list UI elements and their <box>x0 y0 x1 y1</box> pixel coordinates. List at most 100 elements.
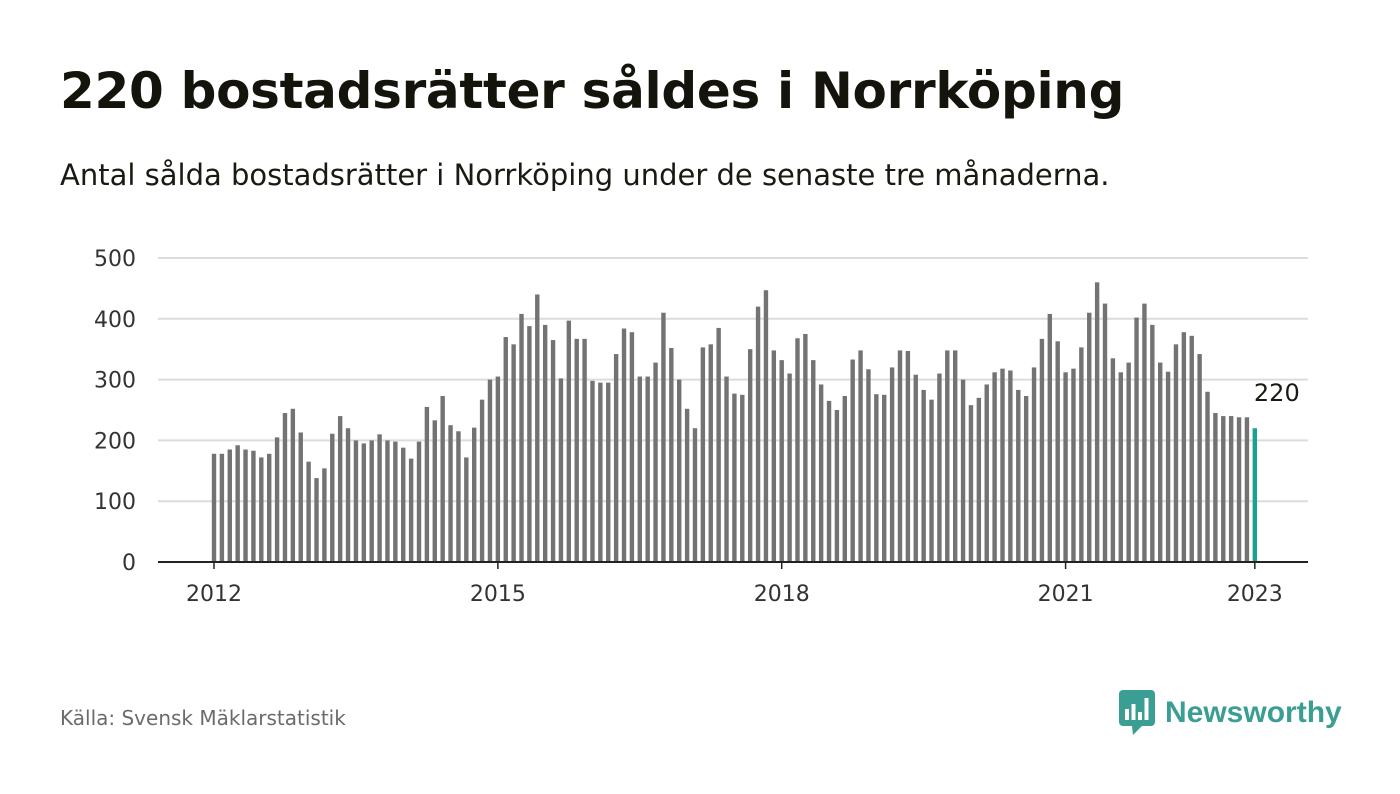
bar <box>826 400 832 562</box>
bar <box>377 434 382 562</box>
bar <box>345 428 351 562</box>
bar <box>606 382 611 562</box>
bar <box>1016 389 1021 562</box>
bar <box>613 354 619 562</box>
bar <box>882 394 887 562</box>
bar <box>306 461 311 562</box>
bar <box>637 376 642 562</box>
bar <box>1236 417 1242 562</box>
bar <box>1197 354 1202 562</box>
bar <box>353 440 359 562</box>
bar <box>645 376 650 562</box>
bar <box>1039 338 1045 562</box>
bar <box>755 306 761 562</box>
bar <box>479 399 485 562</box>
bar <box>408 458 414 562</box>
bar <box>732 393 737 562</box>
bar <box>858 350 863 562</box>
chart-title: 220 bostadsrätter såldes i Norrköping <box>60 62 1125 120</box>
bar <box>818 384 824 562</box>
y-tick-label: 400 <box>94 308 136 333</box>
bar <box>842 396 847 562</box>
x-axis-ticks: 2012 2015 2018 2021 2023 <box>186 562 1283 607</box>
bar <box>322 468 327 562</box>
bar <box>424 406 430 562</box>
bars <box>211 282 1258 562</box>
bar <box>464 457 469 562</box>
y-tick-label: 200 <box>94 429 136 454</box>
x-tick-label: 2023 <box>1227 582 1283 607</box>
bar <box>1047 313 1053 562</box>
bar <box>1221 416 1226 562</box>
bar-latest <box>1252 428 1258 562</box>
bar <box>740 394 745 562</box>
bar <box>511 344 516 562</box>
bar <box>1134 317 1139 562</box>
bar <box>1158 362 1163 562</box>
bar <box>677 379 682 562</box>
bar <box>243 449 248 562</box>
x-tick-label: 2012 <box>186 582 242 607</box>
bar <box>1126 362 1131 562</box>
bar <box>267 453 272 562</box>
bar <box>582 338 587 562</box>
bar <box>1181 332 1187 562</box>
bar <box>1055 341 1060 562</box>
bar <box>716 327 721 562</box>
bar <box>952 350 958 562</box>
bar <box>834 410 840 562</box>
bar <box>992 372 997 562</box>
bar <box>684 408 690 562</box>
x-tick-label: 2015 <box>470 582 526 607</box>
y-tick-label: 300 <box>94 369 136 394</box>
bar <box>1102 303 1108 562</box>
bar <box>598 382 603 562</box>
bar <box>542 324 548 562</box>
bar <box>290 408 296 562</box>
bar <box>1031 367 1037 562</box>
bar <box>976 397 982 562</box>
bar <box>874 394 879 562</box>
bar <box>440 396 445 562</box>
bar <box>558 378 564 562</box>
bar <box>960 379 966 562</box>
bar <box>448 425 453 562</box>
bar <box>385 440 390 562</box>
bar <box>661 312 666 562</box>
bar <box>259 457 264 562</box>
bar <box>747 349 753 562</box>
bar <box>937 373 942 562</box>
bar <box>211 453 217 562</box>
bar-chart: 0 100 200 300 400 500 2012 2015 2018 2021 2023 22… <box>94 247 1308 607</box>
bar <box>1071 368 1076 562</box>
bar <box>1000 368 1005 562</box>
bar <box>487 379 493 562</box>
bar <box>219 453 225 562</box>
bar <box>330 433 335 562</box>
bar <box>1118 372 1123 562</box>
bar <box>416 441 422 562</box>
x-tick-label: 2021 <box>1038 582 1094 607</box>
bar <box>850 359 855 562</box>
bar <box>763 290 769 562</box>
bar <box>282 413 288 562</box>
y-tick-label: 0 <box>122 551 136 576</box>
bar <box>298 432 303 562</box>
bar <box>795 338 800 562</box>
bar <box>913 374 918 562</box>
bar <box>235 445 240 562</box>
bar <box>866 369 871 562</box>
bar <box>566 320 572 562</box>
bar <box>495 376 501 562</box>
bar <box>1150 324 1155 562</box>
x-tick-label: 2018 <box>754 582 810 607</box>
newsworthy-logo[interactable]: Newsworthy <box>1119 690 1342 736</box>
bar <box>1213 413 1218 562</box>
bar <box>1079 347 1084 562</box>
bar <box>401 447 406 562</box>
bar <box>535 294 540 562</box>
bar <box>227 449 232 562</box>
bar <box>803 334 808 562</box>
bar <box>456 431 461 562</box>
y-tick-label: 500 <box>94 247 136 272</box>
